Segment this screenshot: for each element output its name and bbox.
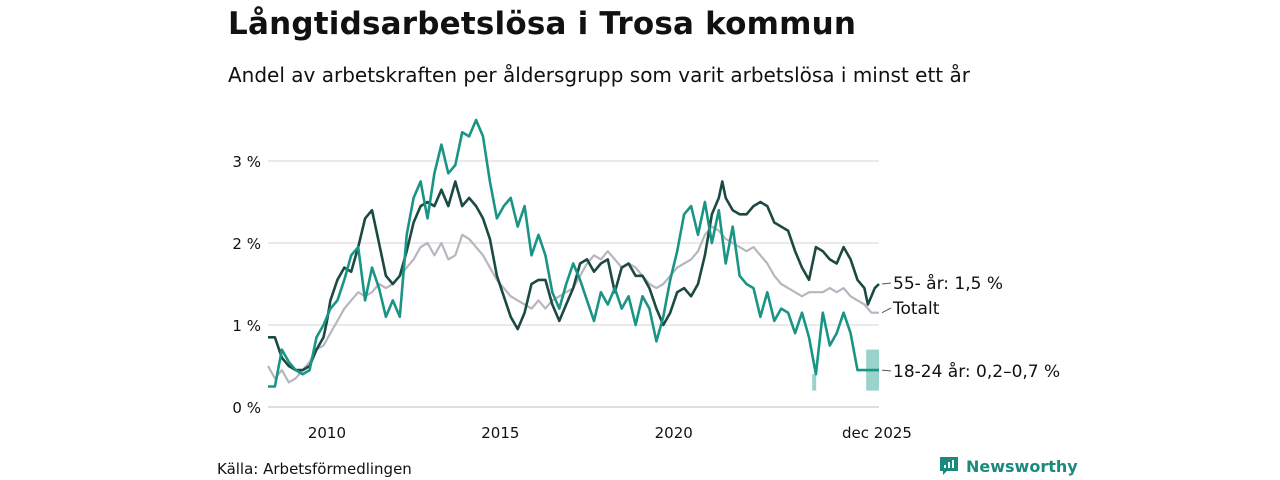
end-label-connector bbox=[881, 307, 892, 314]
series-lines bbox=[267, 118, 880, 388]
series-end-labels: 55- år: 1,5 % Totalt 18-24 år: 0,2–0,7 % bbox=[881, 273, 1060, 382]
chart-title: Långtidsarbetslösa i Trosa kommun bbox=[228, 6, 857, 42]
end-label-connector bbox=[881, 369, 892, 372]
x-tick-label: 2015 bbox=[481, 424, 519, 442]
gridlines bbox=[268, 160, 879, 408]
y-tick-label: 1 % bbox=[232, 317, 261, 335]
end-label-totalt: Totalt bbox=[892, 299, 940, 319]
y-tick-label: 3 % bbox=[232, 153, 261, 171]
newsworthy-logo-icon bbox=[940, 457, 958, 475]
end-label-connector bbox=[881, 282, 892, 285]
x-tick-label: 2010 bbox=[308, 424, 346, 442]
source-note: Källa: Arbetsförmedlingen bbox=[217, 460, 412, 478]
y-tick-label: 2 % bbox=[232, 235, 261, 253]
newsworthy-logo: Newsworthy bbox=[938, 455, 1078, 477]
series-line-1824 bbox=[268, 118, 879, 388]
x-tick-label: 2020 bbox=[655, 424, 693, 442]
brand-name: Newsworthy bbox=[966, 456, 1078, 476]
end-label-1824: 18-24 år: 0,2–0,7 % bbox=[893, 361, 1060, 382]
y-axis-tick-labels: 0 % 1 % 2 % 3 % bbox=[232, 153, 261, 417]
series-line-55 bbox=[268, 180, 880, 372]
y-tick-label: 0 % bbox=[232, 399, 261, 417]
x-axis-tick-labels: 2010 2015 2020 dec 2025 bbox=[308, 424, 912, 442]
end-label-55: 55- år: 1,5 % bbox=[893, 273, 1003, 294]
chart-subtitle: Andel av arbetskraften per åldersgrupp s… bbox=[228, 63, 970, 87]
x-tick-label: dec 2025 bbox=[842, 424, 912, 442]
